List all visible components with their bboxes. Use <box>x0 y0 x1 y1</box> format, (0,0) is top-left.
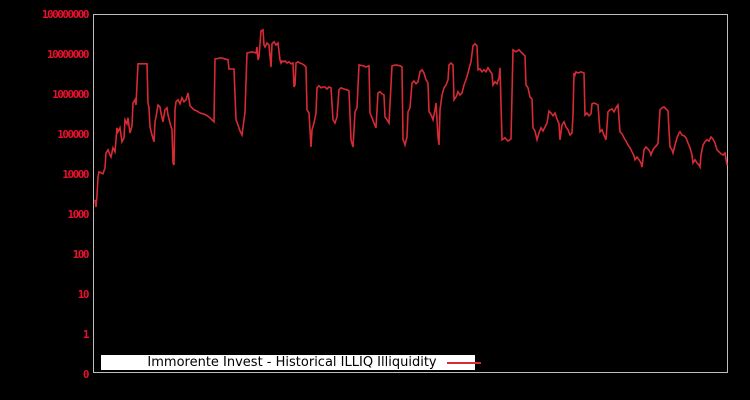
y-tick-label: 10 <box>77 288 90 301</box>
y-tick-label: 10000 <box>62 168 89 181</box>
y-tick-label: 1000 <box>67 208 90 221</box>
y-tick-label: 1000000 <box>52 88 89 101</box>
y-tick-label: 1 <box>82 328 90 341</box>
y-axis-labels: 100000000 10000000 1000000 100000 10000 1000 1… <box>0 0 90 400</box>
y-tick-label: 100 <box>72 248 90 261</box>
legend-box: Immorente Invest - Historical ILLIQ Illi… <box>101 355 481 370</box>
y-tick-label: 10000000 <box>47 48 89 61</box>
legend-line-sample-icon <box>446 361 481 364</box>
plot-frame <box>93 14 728 373</box>
legend-label: Immorente Invest - Historical ILLIQ Illi… <box>147 355 437 370</box>
y-tick-label: 100000000 <box>41 8 90 21</box>
y-tick-label: 0 <box>82 368 90 381</box>
y-tick-label: 100000 <box>57 128 89 141</box>
